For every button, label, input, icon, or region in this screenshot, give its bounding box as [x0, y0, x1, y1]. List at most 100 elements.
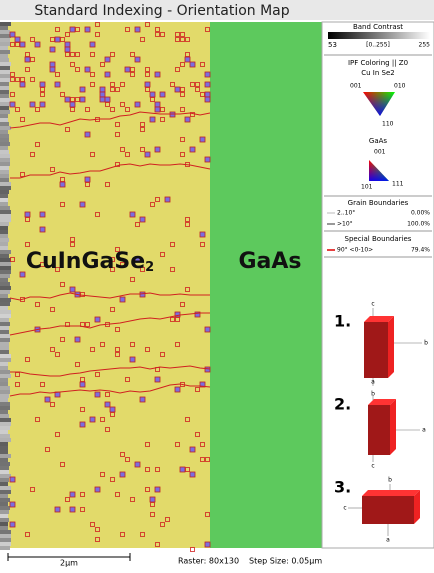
grain — [105, 102, 110, 107]
grain — [30, 152, 35, 157]
grain — [119, 471, 126, 478]
grain — [39, 81, 46, 88]
grain — [95, 22, 100, 27]
grain — [55, 72, 60, 77]
grain — [195, 87, 200, 92]
band-contrast-strip — [0, 266, 11, 270]
band-contrast-strip — [0, 162, 10, 166]
band-contrast-strip — [0, 438, 11, 442]
grain — [50, 402, 55, 407]
grain — [155, 32, 160, 37]
grain — [195, 387, 200, 392]
grain — [179, 466, 186, 473]
grain — [180, 37, 185, 42]
band-contrast-strip — [0, 174, 9, 178]
ipf-corner: 111 — [392, 181, 404, 188]
grain — [60, 37, 65, 42]
boundary-line — [9, 292, 210, 301]
grain — [10, 77, 15, 82]
band-contrast-strip — [0, 38, 10, 42]
band-contrast-strip — [0, 34, 11, 38]
grain — [99, 96, 106, 103]
phase-label-main: CuInGaSe — [26, 249, 145, 274]
band-contrast-strip — [0, 442, 8, 446]
boundary-label: >10° — [337, 221, 353, 228]
grain — [190, 547, 195, 552]
band-contrast-strip — [0, 118, 8, 122]
grain — [24, 211, 31, 218]
band-contrast-strip — [0, 190, 9, 194]
grain — [99, 91, 106, 98]
band-contrast-strip — [0, 342, 9, 346]
band-contrast-strip — [0, 506, 10, 510]
grain — [10, 257, 15, 262]
grain — [130, 342, 135, 347]
band-contrast-strip — [0, 182, 11, 186]
band-contrast-strip — [0, 58, 9, 62]
raster-label: Raster: 80x130 — [178, 557, 239, 566]
band-contrast-strip — [0, 354, 11, 358]
grain — [160, 107, 165, 112]
grain — [110, 257, 115, 262]
grain — [70, 242, 75, 247]
band-contrast-strip — [0, 502, 8, 506]
title-bar — [0, 0, 434, 20]
band-contrast-strip — [0, 214, 11, 218]
grain — [175, 32, 180, 37]
band-contrast-strip — [0, 106, 9, 110]
grain — [110, 87, 115, 92]
band-contrast-strip — [0, 538, 11, 542]
cube-face — [364, 322, 388, 378]
grain — [175, 342, 180, 347]
grain — [175, 442, 180, 447]
grain — [125, 377, 130, 382]
ipf-corner: 110 — [382, 121, 394, 128]
band-contrast-strip — [0, 378, 8, 382]
grain — [15, 107, 20, 112]
grain — [154, 146, 161, 153]
grain — [60, 462, 65, 467]
band-contrast-strip — [0, 206, 10, 210]
grain — [65, 52, 70, 57]
band-contrast-strip — [0, 338, 10, 342]
grain — [35, 302, 40, 307]
grain — [50, 167, 55, 172]
grain — [90, 152, 95, 157]
band-contrast-strip — [0, 134, 9, 138]
grain — [39, 226, 46, 233]
grain — [150, 512, 155, 517]
band-contrast-strip — [0, 510, 9, 514]
grain — [30, 37, 35, 42]
legend-value: 255 — [419, 42, 431, 49]
band-contrast-strip — [0, 398, 8, 402]
band-contrast-strip — [0, 330, 9, 334]
grain — [25, 67, 30, 72]
grain — [145, 22, 150, 27]
grain — [19, 41, 26, 48]
cube-face — [390, 399, 396, 455]
grain — [100, 62, 105, 67]
legend-value: 53 — [328, 41, 337, 49]
grain — [30, 487, 35, 492]
phase-label: GaAs — [238, 249, 301, 274]
grain — [115, 162, 120, 167]
grain — [9, 31, 16, 38]
band-contrast-strip — [0, 78, 11, 82]
grain — [9, 476, 16, 483]
grain — [89, 41, 96, 48]
band-contrast-strip — [0, 234, 8, 238]
band-contrast-strip — [0, 522, 8, 526]
grain — [15, 77, 20, 82]
grain — [10, 72, 15, 77]
grain — [125, 107, 130, 112]
grain — [60, 92, 65, 97]
grain — [200, 442, 205, 447]
grain — [69, 101, 76, 108]
grain — [149, 91, 156, 98]
band-contrast-strip — [0, 138, 9, 142]
band-contrast-strip — [0, 494, 8, 498]
cube-face — [368, 399, 396, 405]
grain — [75, 27, 80, 32]
grain — [185, 52, 190, 57]
